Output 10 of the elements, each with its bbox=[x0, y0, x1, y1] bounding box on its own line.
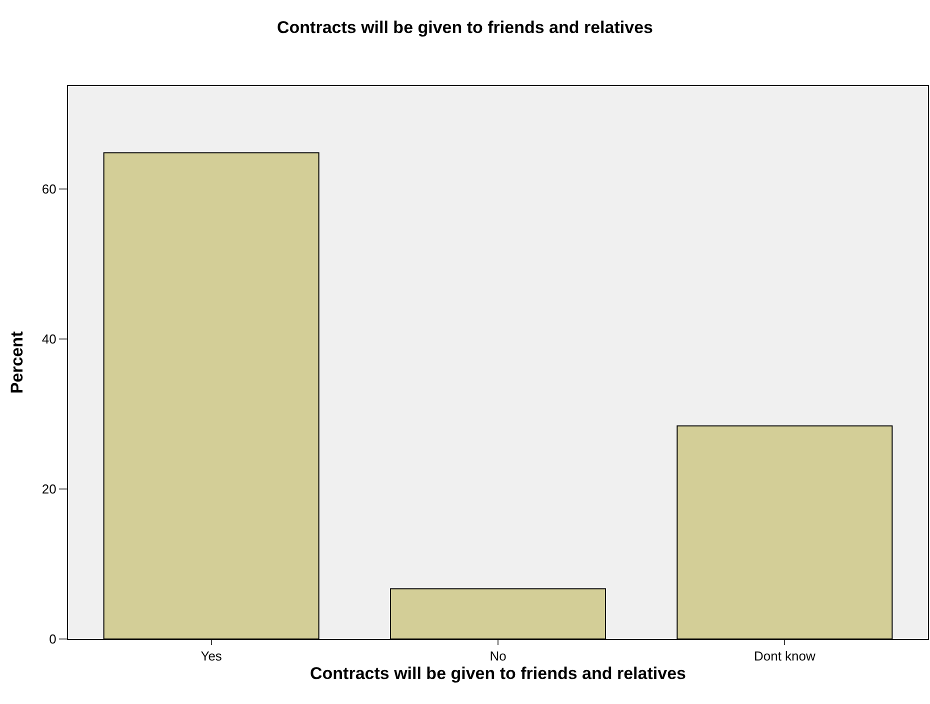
y-tick-label: 60 bbox=[42, 181, 56, 196]
x-tick-label: Dont know bbox=[754, 648, 816, 664]
x-tick-label: No bbox=[490, 648, 506, 664]
y-tick-label: 0 bbox=[49, 632, 56, 647]
y-tick-label: 20 bbox=[42, 481, 56, 496]
y-axis-title: Percent bbox=[7, 330, 26, 394]
chart-title: Contracts will be given to friends and relatives bbox=[277, 18, 653, 38]
y-tick-label: 40 bbox=[42, 331, 56, 346]
x-tick-label: Yes bbox=[200, 648, 222, 664]
x-axis-title: Contracts will be given to friends and relatives bbox=[310, 664, 686, 683]
